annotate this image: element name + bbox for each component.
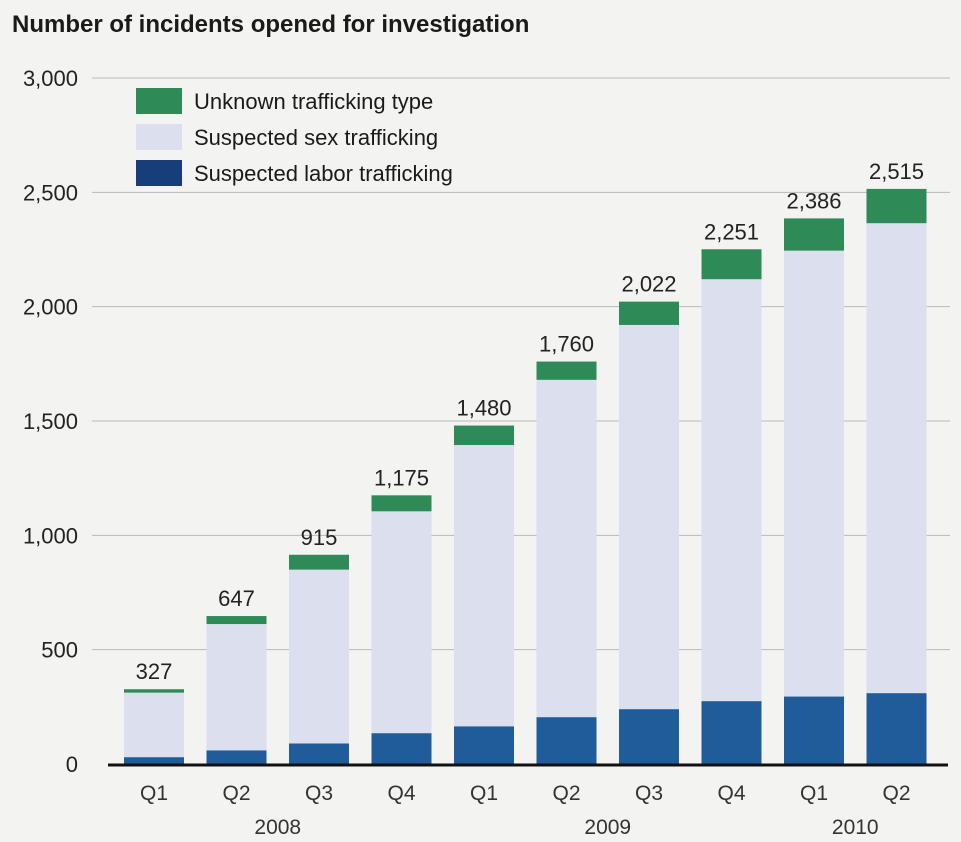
bar-segment-labor (206, 750, 267, 764)
x-tick-label: Q3 (305, 782, 333, 805)
x-tick-label: Q1 (800, 782, 828, 805)
bar-segment-labor (289, 743, 349, 764)
x-group-label: 2008 (254, 816, 301, 839)
bar-segment-sex (536, 379, 597, 718)
y-tick-label: 2,500 (23, 180, 78, 205)
legend-swatch (136, 124, 182, 150)
chart-title: Number of incidents opened for investiga… (12, 11, 529, 38)
x-tick-label: Q3 (635, 782, 663, 805)
axis-layer: 0 500 1,000 1,500 2,000 2,500 3,000 Q1 Q2 Q3 Q4 Q1 Q… (23, 66, 948, 839)
bar-total-label: 2,386 (786, 188, 841, 213)
bar-segment-unknown (619, 301, 679, 325)
bar-segment-unknown (454, 425, 514, 446)
y-tick-label: 0 (66, 752, 78, 777)
bar-segment-sex (866, 223, 927, 694)
bar-segment-unknown (866, 188, 927, 224)
bar-segment-sex (619, 324, 679, 710)
bar-total-label: 647 (218, 586, 255, 611)
x-tick-label: Q1 (470, 782, 498, 805)
bar-segment-unknown (124, 689, 184, 693)
legend-swatch (136, 160, 182, 186)
bar-total-label: 1,480 (456, 396, 511, 421)
bar-segment-labor (619, 709, 679, 764)
x-tick-label: Q4 (717, 782, 745, 805)
bar-total-label: 2,251 (704, 219, 759, 244)
bar-segment-unknown (371, 495, 432, 512)
x-tick-label: Q1 (140, 782, 168, 805)
legend: Unknown trafficking type Suspected sex tr… (136, 88, 453, 186)
y-tick-label: 1,000 (23, 523, 78, 548)
x-tick-label: Q4 (387, 782, 415, 805)
bar-segment-unknown (536, 361, 597, 380)
bar-segment-sex (371, 511, 432, 734)
x-group-label: 2009 (584, 816, 631, 839)
bar-total-label: 1,175 (374, 465, 429, 490)
bar-segment-sex (206, 624, 267, 751)
bars-layer: 327 647 915 1,175 1,480 1,760 2,022 2,251 2,386 2… (124, 159, 927, 764)
bar-total-label: 327 (136, 659, 173, 684)
y-tick-label: 3,000 (23, 66, 78, 91)
legend-swatch (136, 88, 182, 114)
bar-segment-unknown (701, 249, 762, 280)
x-tick-label: Q2 (882, 782, 910, 805)
x-tick-label: Q2 (552, 782, 580, 805)
bar-segment-sex (124, 692, 184, 758)
bar-segment-unknown (206, 616, 267, 625)
bar-total-label: 2,515 (869, 159, 924, 184)
y-tick-label: 1,500 (23, 409, 78, 434)
legend-label: Suspected labor trafficking (194, 161, 453, 186)
bar-segment-unknown (784, 218, 844, 251)
bar-total-label: 915 (301, 525, 338, 550)
bar-segment-labor (454, 726, 514, 764)
x-group-label: 2010 (832, 816, 879, 839)
y-tick-label: 2,000 (23, 295, 78, 320)
bar-segment-labor (784, 696, 844, 764)
bar-segment-labor (701, 701, 762, 764)
bar-segment-sex (701, 279, 762, 702)
x-tick-label: Q2 (222, 782, 250, 805)
bar-segment-labor (866, 693, 927, 764)
bar-segment-labor (124, 757, 184, 764)
bar-segment-unknown (289, 554, 349, 570)
bar-segment-sex (784, 250, 844, 697)
bar-total-label: 1,760 (539, 332, 594, 357)
bar-segment-labor (536, 717, 597, 764)
bar-segment-labor (371, 733, 432, 764)
legend-label: Suspected sex trafficking (194, 125, 438, 150)
bar-segment-sex (454, 445, 514, 727)
bar-total-label: 2,022 (621, 272, 676, 297)
y-tick-label: 500 (41, 638, 78, 663)
bar-segment-sex (289, 569, 349, 744)
legend-label: Unknown trafficking type (194, 89, 433, 114)
